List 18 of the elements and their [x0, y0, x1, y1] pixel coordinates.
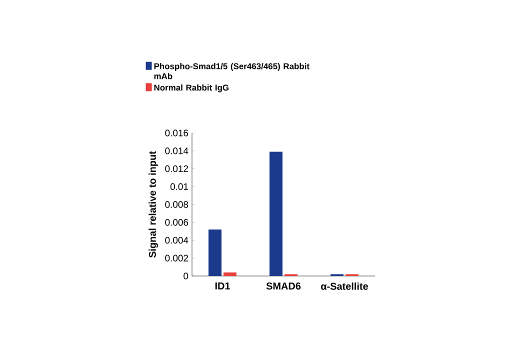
x-tick-label: ID1 [215, 282, 230, 290]
y-tick-label: 0.002 [165, 254, 188, 262]
bar [208, 230, 222, 276]
y-axis-title: Signal relative to input [148, 151, 158, 258]
y-tick-label: 0.012 [165, 165, 188, 172]
y-tick-label: 0.006 [165, 219, 188, 226]
y-tick-label: 0 [184, 272, 188, 280]
y-tick-label: 0.004 [165, 236, 188, 244]
legend-label: Phospho-Smad1/5 (Ser463/465) Rabbit mAb [154, 63, 310, 80]
bar [223, 272, 236, 276]
bar [270, 152, 283, 276]
y-tick-label: 0.014 [165, 148, 188, 154]
x-tick-label: α-Satellite [321, 282, 368, 290]
legend-label: Normal Rabbit IgG [154, 84, 229, 92]
y-tick-label: 0.008 [165, 201, 188, 208]
y-tick-label: 0.016 [165, 130, 188, 136]
y-tick-label: 0.01 [170, 183, 188, 190]
x-tick-label: SMAD6 [266, 282, 301, 290]
